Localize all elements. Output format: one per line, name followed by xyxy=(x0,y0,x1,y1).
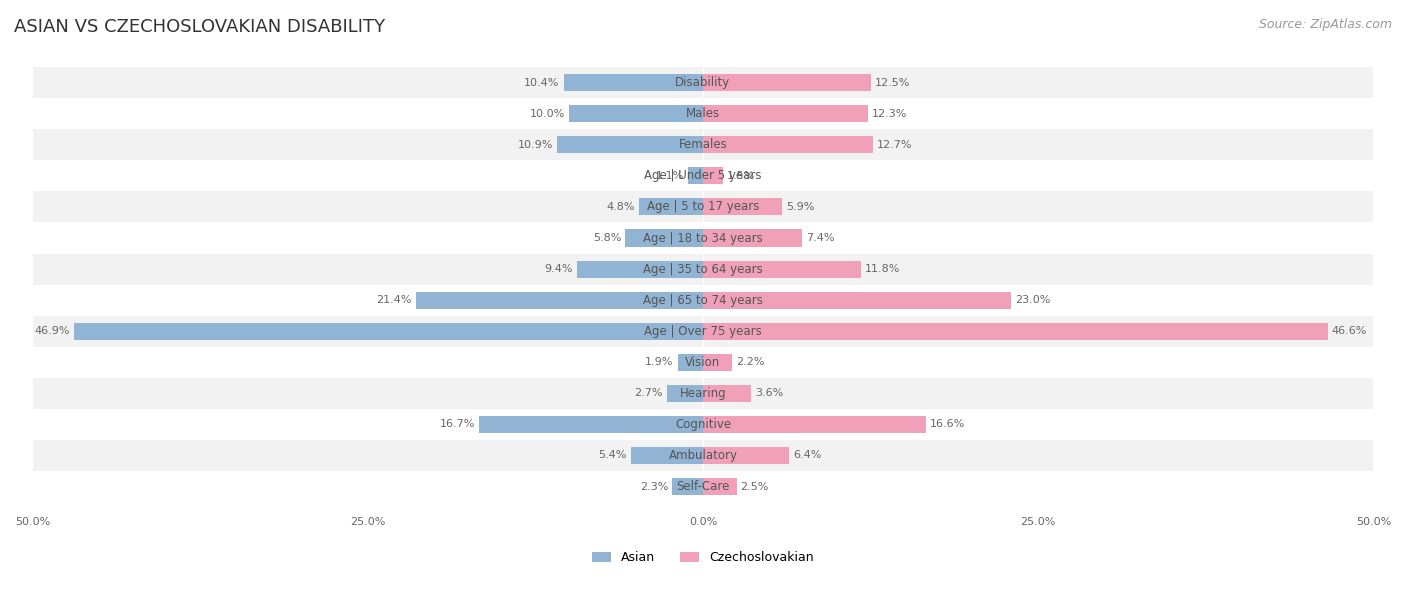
Text: Source: ZipAtlas.com: Source: ZipAtlas.com xyxy=(1258,18,1392,31)
Text: Hearing: Hearing xyxy=(679,387,727,400)
Text: 9.4%: 9.4% xyxy=(544,264,574,274)
Bar xyxy=(32,378,1374,409)
Text: Age | 65 to 74 years: Age | 65 to 74 years xyxy=(643,294,763,307)
Text: Age | 5 to 17 years: Age | 5 to 17 years xyxy=(647,201,759,214)
Text: 2.3%: 2.3% xyxy=(640,482,668,491)
Text: 5.9%: 5.9% xyxy=(786,202,814,212)
Bar xyxy=(32,98,1374,129)
Bar xyxy=(569,105,703,122)
Bar xyxy=(703,447,789,464)
Bar xyxy=(689,167,703,184)
Text: 2.7%: 2.7% xyxy=(634,389,662,398)
Bar xyxy=(703,136,873,154)
Text: 46.9%: 46.9% xyxy=(35,326,70,336)
Bar xyxy=(703,323,1327,340)
Text: 16.6%: 16.6% xyxy=(929,419,965,430)
Bar xyxy=(32,285,1374,316)
Text: 12.5%: 12.5% xyxy=(875,78,910,88)
Text: 23.0%: 23.0% xyxy=(1015,295,1050,305)
Bar xyxy=(703,354,733,371)
Text: 12.7%: 12.7% xyxy=(877,140,912,150)
Bar xyxy=(638,198,703,215)
Text: Vision: Vision xyxy=(685,356,721,369)
Legend: Asian, Czechoslovakian: Asian, Czechoslovakian xyxy=(592,551,814,564)
Bar xyxy=(703,230,803,247)
Text: 7.4%: 7.4% xyxy=(806,233,835,243)
Text: 5.8%: 5.8% xyxy=(593,233,621,243)
Bar xyxy=(626,230,703,247)
Bar xyxy=(631,447,703,464)
Bar xyxy=(678,354,703,371)
Bar xyxy=(32,160,1374,192)
Bar xyxy=(703,478,737,495)
Text: 2.2%: 2.2% xyxy=(737,357,765,367)
Text: 6.4%: 6.4% xyxy=(793,450,821,460)
Bar xyxy=(703,198,782,215)
Text: Age | Under 5 years: Age | Under 5 years xyxy=(644,170,762,182)
Bar xyxy=(557,136,703,154)
Bar xyxy=(32,316,1374,347)
Text: 16.7%: 16.7% xyxy=(440,419,475,430)
Bar xyxy=(32,440,1374,471)
Bar xyxy=(416,291,703,308)
Text: Age | 18 to 34 years: Age | 18 to 34 years xyxy=(643,231,763,245)
Text: 11.8%: 11.8% xyxy=(865,264,901,274)
Bar xyxy=(666,385,703,402)
Bar xyxy=(32,129,1374,160)
Text: 2.5%: 2.5% xyxy=(741,482,769,491)
Text: 21.4%: 21.4% xyxy=(377,295,412,305)
Bar xyxy=(32,253,1374,285)
Text: 10.4%: 10.4% xyxy=(524,78,560,88)
Bar xyxy=(32,409,1374,440)
Bar xyxy=(703,167,723,184)
Text: 10.0%: 10.0% xyxy=(530,109,565,119)
Bar xyxy=(576,261,703,278)
Text: Cognitive: Cognitive xyxy=(675,418,731,431)
Text: 1.9%: 1.9% xyxy=(645,357,673,367)
Text: 1.1%: 1.1% xyxy=(657,171,685,181)
Text: 46.6%: 46.6% xyxy=(1331,326,1367,336)
Text: ASIAN VS CZECHOSLOVAKIAN DISABILITY: ASIAN VS CZECHOSLOVAKIAN DISABILITY xyxy=(14,18,385,36)
Bar xyxy=(32,471,1374,502)
Bar xyxy=(32,347,1374,378)
Text: Age | 35 to 64 years: Age | 35 to 64 years xyxy=(643,263,763,275)
Text: Males: Males xyxy=(686,107,720,120)
Text: Females: Females xyxy=(679,138,727,151)
Text: 10.9%: 10.9% xyxy=(517,140,553,150)
Text: 1.5%: 1.5% xyxy=(727,171,755,181)
Bar xyxy=(32,192,1374,223)
Bar xyxy=(703,416,925,433)
Text: 3.6%: 3.6% xyxy=(755,389,783,398)
Text: 5.4%: 5.4% xyxy=(598,450,627,460)
Bar xyxy=(32,67,1374,98)
Text: Age | Over 75 years: Age | Over 75 years xyxy=(644,325,762,338)
Text: 4.8%: 4.8% xyxy=(606,202,634,212)
Text: 12.3%: 12.3% xyxy=(872,109,907,119)
Text: Disability: Disability xyxy=(675,76,731,89)
Text: Ambulatory: Ambulatory xyxy=(668,449,738,462)
Bar xyxy=(32,223,1374,253)
Bar xyxy=(703,74,870,91)
Bar xyxy=(672,478,703,495)
Bar xyxy=(75,323,703,340)
Bar xyxy=(703,291,1011,308)
Bar xyxy=(479,416,703,433)
Bar xyxy=(564,74,703,91)
Bar xyxy=(703,385,751,402)
Bar xyxy=(703,105,868,122)
Text: Self-Care: Self-Care xyxy=(676,480,730,493)
Bar xyxy=(703,261,862,278)
